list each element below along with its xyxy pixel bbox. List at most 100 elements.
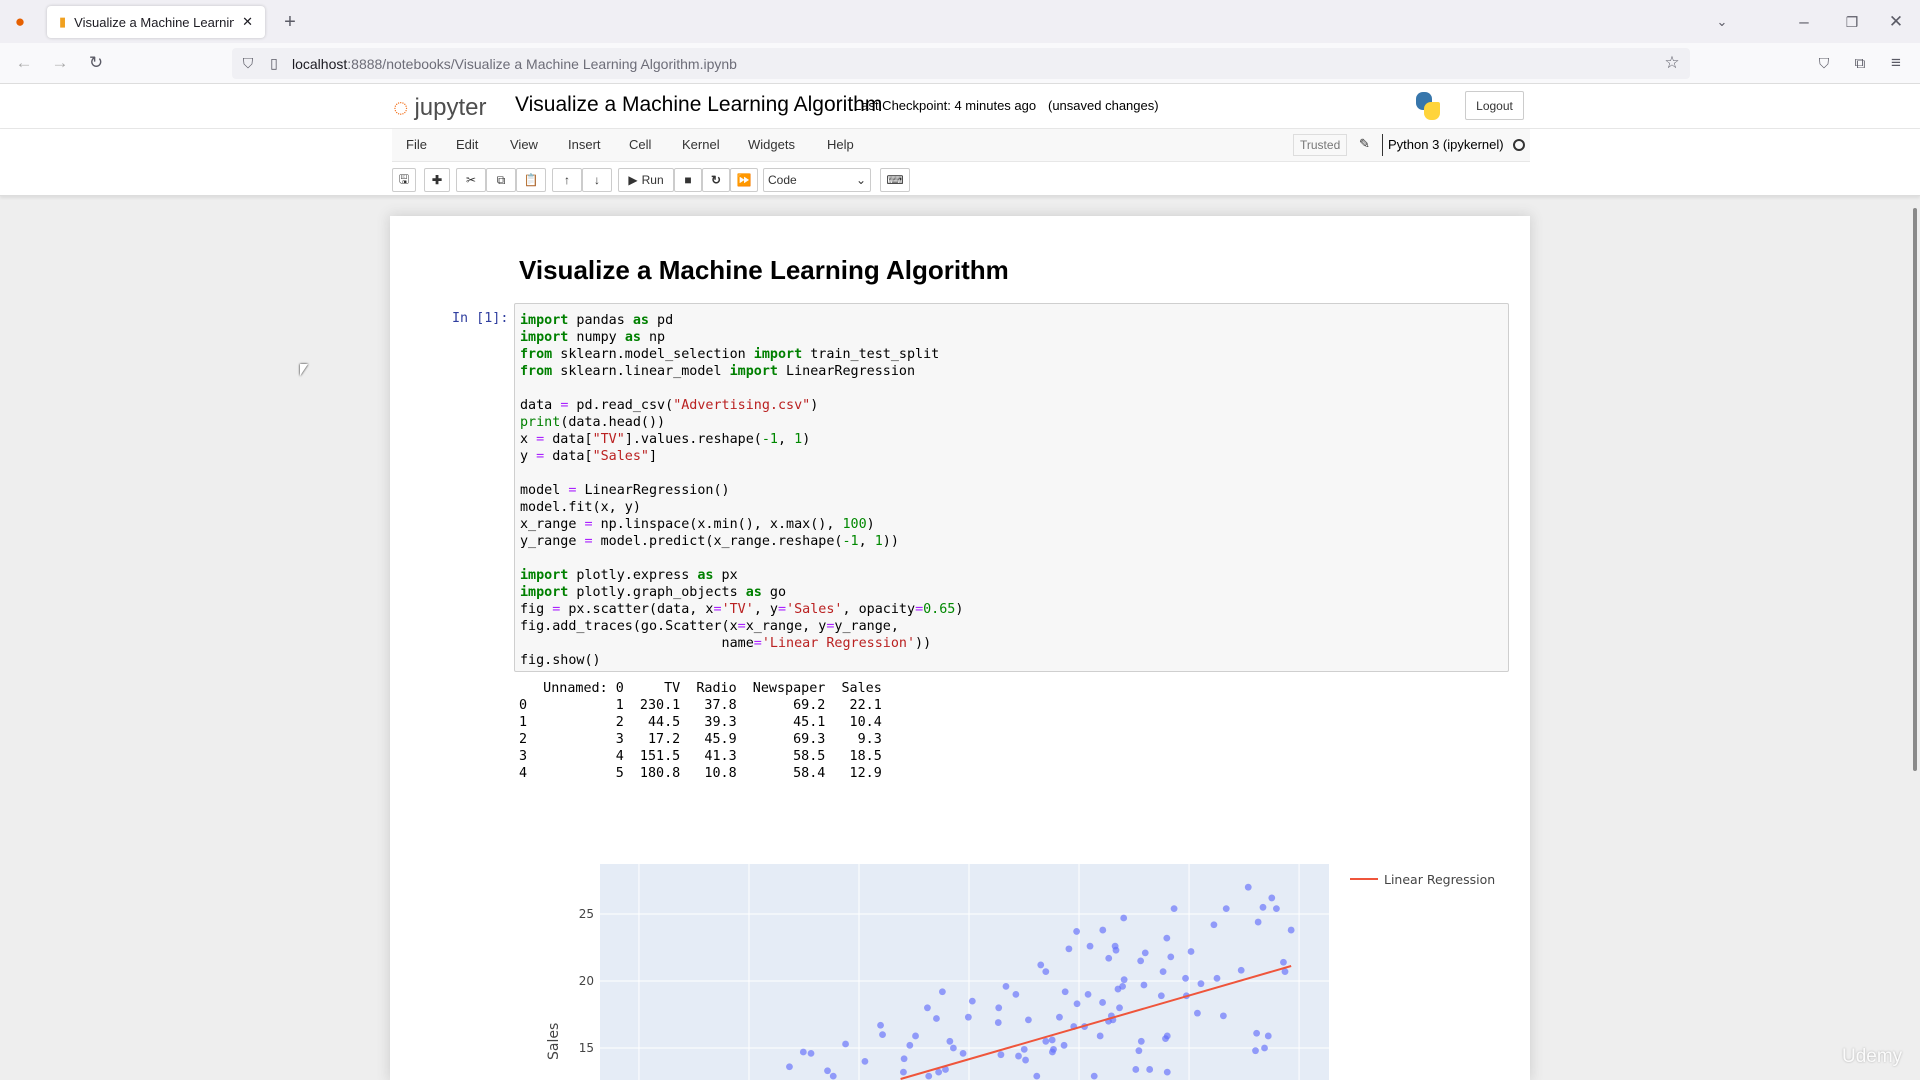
scatter-point [1163, 934, 1171, 942]
run-button[interactable]: ▶ Run [618, 168, 674, 192]
browser-tab-bar: ● ▮ Visualize a Machine Learning Al ✕ + … [0, 0, 1920, 43]
code-line: model = LinearRegression() [520, 482, 1503, 499]
scatter-point [935, 1068, 943, 1076]
paste-button[interactable]: 📋 [516, 168, 546, 192]
code-token: -1 [842, 534, 859, 549]
menu-view[interactable]: View [510, 137, 538, 152]
extensions-icon[interactable]: ⧉ [1854, 54, 1866, 72]
menu-cell[interactable]: Cell [629, 137, 652, 152]
scatter-point [1020, 1045, 1028, 1053]
pocket-icon[interactable]: ⛉ [1818, 54, 1830, 71]
code-cell-editor[interactable]: import pandas as pd import numpy as np fro… [514, 303, 1509, 672]
code-token: as [697, 568, 714, 583]
copy-button[interactable]: ⧉ [486, 168, 516, 192]
cell-type-select[interactable]: Code ⌄ [763, 168, 871, 192]
page-scrollbar[interactable] [1913, 208, 1917, 771]
code-token: px [713, 568, 738, 583]
code-token: 1 [794, 432, 803, 447]
new-tab-icon[interactable]: + [284, 10, 296, 33]
code-token: x_range [520, 517, 585, 532]
url-bar[interactable]: ⛉ ▯ localhost:8888/notebooks/Visualize a… [232, 48, 1690, 79]
unsaved-status: (unsaved changes) [1048, 98, 1159, 113]
menu-file[interactable]: File [406, 137, 427, 152]
code-token: numpy [568, 330, 625, 345]
close-window-icon[interactable]: ✕ [1888, 12, 1904, 31]
bookmark-star-icon[interactable]: ☆ [1664, 53, 1680, 72]
command-palette-button[interactable]: ⌨ [880, 168, 910, 192]
scatter-point [877, 1021, 884, 1029]
move-up-button[interactable]: ↑ [552, 168, 582, 192]
forward-icon[interactable]: → [51, 53, 69, 72]
notebook-title[interactable]: Visualize a Machine Learning Algorithm [515, 93, 883, 116]
code-token: = [915, 602, 924, 617]
kernel-name[interactable]: Python 3 (ipykernel) [1388, 137, 1504, 152]
firefox-icon[interactable]: ● [14, 12, 26, 31]
code-token: = [536, 449, 545, 464]
y-tick-label: 25 [579, 907, 594, 921]
reload-icon[interactable]: ↻ [88, 53, 104, 72]
code-token: plotly.graph_objects [568, 585, 746, 600]
code-token: 1 [874, 534, 883, 549]
scatter-point [1042, 1037, 1050, 1045]
restart-button[interactable]: ↻ [702, 168, 730, 192]
scatter-point [1197, 980, 1205, 988]
code-token: 0.65 [923, 602, 956, 617]
jupyter-header: ◌ jupyter Visualize a Machine Learning A… [0, 84, 1920, 129]
code-token: "TV" [592, 432, 625, 447]
shield-icon[interactable]: ⛉ [242, 54, 254, 71]
menu-help[interactable]: Help [827, 137, 854, 152]
output-header: Unnamed: 0 TV Radio Newspaper Sales [519, 681, 882, 696]
browser-tab[interactable]: ▮ Visualize a Machine Learning Al ✕ [47, 6, 265, 38]
edit-pencil-icon[interactable]: ✎ [1359, 136, 1370, 151]
code-token: sklearn.linear_model [552, 364, 730, 379]
menu-icon[interactable]: ≡ [1891, 53, 1901, 72]
code-token: , [858, 534, 875, 549]
trusted-indicator[interactable]: Trusted [1293, 134, 1348, 156]
checkpoint-status: Last Checkpoint: 4 minutes ago [854, 98, 1037, 113]
restart-run-all-button[interactable]: ⏩ [730, 168, 758, 192]
scatter-point [842, 1040, 849, 1048]
legend-item-linear-regression[interactable]: Linear Regression [1384, 872, 1495, 887]
code-token: y [520, 449, 537, 464]
scatter-point [1073, 928, 1081, 935]
scatter-point [1015, 1052, 1022, 1060]
scatter-point [1135, 1047, 1143, 1055]
back-icon[interactable]: ← [15, 53, 33, 72]
scatter-point [1273, 905, 1280, 913]
move-down-button[interactable]: ↓ [582, 168, 612, 192]
code-token: plotly.express [568, 568, 698, 583]
scatter-point [933, 1015, 940, 1022]
restore-icon[interactable]: ❐ [1845, 13, 1859, 30]
menu-widgets[interactable]: Widgets [748, 137, 795, 152]
insert-cell-button[interactable]: ✚ [424, 168, 450, 192]
page-icon[interactable]: ▯ [270, 54, 278, 71]
interrupt-button[interactable]: ■ [674, 168, 702, 192]
code-token: ) [802, 432, 811, 447]
code-line: from sklearn.linear_model import LinearR… [520, 363, 1503, 380]
code-token: from [520, 364, 553, 379]
scatter-point [1132, 1066, 1140, 1073]
code-line: x = data["TV"].values.reshape(-1, 1) [520, 431, 1503, 448]
tab-list-chevron-icon[interactable]: ⌄ [1716, 14, 1728, 29]
menu-edit[interactable]: Edit [456, 137, 479, 152]
cut-button[interactable]: ✂ [456, 168, 486, 192]
save-button[interactable]: 🖫 [392, 168, 416, 192]
cell-output: Unnamed: 0 TV Radio Newspaper Sales 0 1 2… [519, 680, 882, 782]
code-token: ) [866, 517, 875, 532]
logout-button[interactable]: Logout [1465, 91, 1524, 120]
code-token: data[ [544, 432, 593, 447]
jupyter-logo[interactable]: ◌ jupyter [393, 92, 487, 123]
kernel-idle-icon [1513, 139, 1525, 151]
code-line: x_range = np.linspace(x.min(), x.max(), … [520, 516, 1503, 533]
menu-kernel[interactable]: Kernel [682, 137, 720, 152]
scatter-point [994, 1019, 1002, 1026]
menu-insert[interactable]: Insert [568, 137, 601, 152]
code-token: px.scatter(data, x [560, 602, 714, 617]
minimize-icon[interactable]: – [1799, 12, 1809, 31]
scatter-point [1050, 1045, 1057, 1053]
code-token: data [520, 398, 561, 413]
code-token: , [778, 432, 795, 447]
code-line: fig.show() [520, 652, 1503, 669]
scatter-point [1281, 968, 1289, 976]
tab-close-icon[interactable]: ✕ [242, 14, 254, 29]
